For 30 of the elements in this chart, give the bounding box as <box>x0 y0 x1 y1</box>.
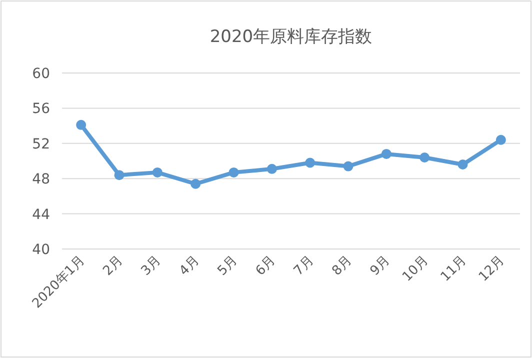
x-tick-label: 10月 <box>400 253 432 285</box>
point <box>458 160 468 170</box>
y-tick-label: 56 <box>32 101 50 118</box>
point <box>420 152 430 162</box>
x-tick-label: 3月 <box>138 253 164 279</box>
x-tick-label: 12月 <box>476 253 508 285</box>
x-tick-label: 5月 <box>214 253 241 279</box>
x-tick-label: 7月 <box>291 253 317 279</box>
y-tick-label: 40 <box>32 242 50 258</box>
x-tick-label: 9月 <box>368 253 394 279</box>
point <box>152 167 162 178</box>
y-tick-label: 60 <box>32 66 50 82</box>
point <box>114 170 124 180</box>
x-tick-label: 4月 <box>176 253 202 279</box>
point <box>190 178 201 189</box>
x-tick-label: 6月 <box>253 253 279 279</box>
y-tick-label: 44 <box>32 206 50 223</box>
x-tick-label: 11月 <box>438 253 470 285</box>
point <box>343 161 354 172</box>
point <box>381 148 392 159</box>
point <box>228 167 239 178</box>
x-tick-label: 8月 <box>329 253 356 279</box>
point <box>305 158 316 168</box>
x-tick-label: 2月 <box>100 253 126 279</box>
point <box>266 164 277 174</box>
point <box>76 120 86 130</box>
y-tick-label: 48 <box>32 172 50 188</box>
y-tick-label: 52 <box>32 136 50 152</box>
chart-title: 2020年原料库存指数 <box>210 27 372 47</box>
point <box>496 134 506 145</box>
